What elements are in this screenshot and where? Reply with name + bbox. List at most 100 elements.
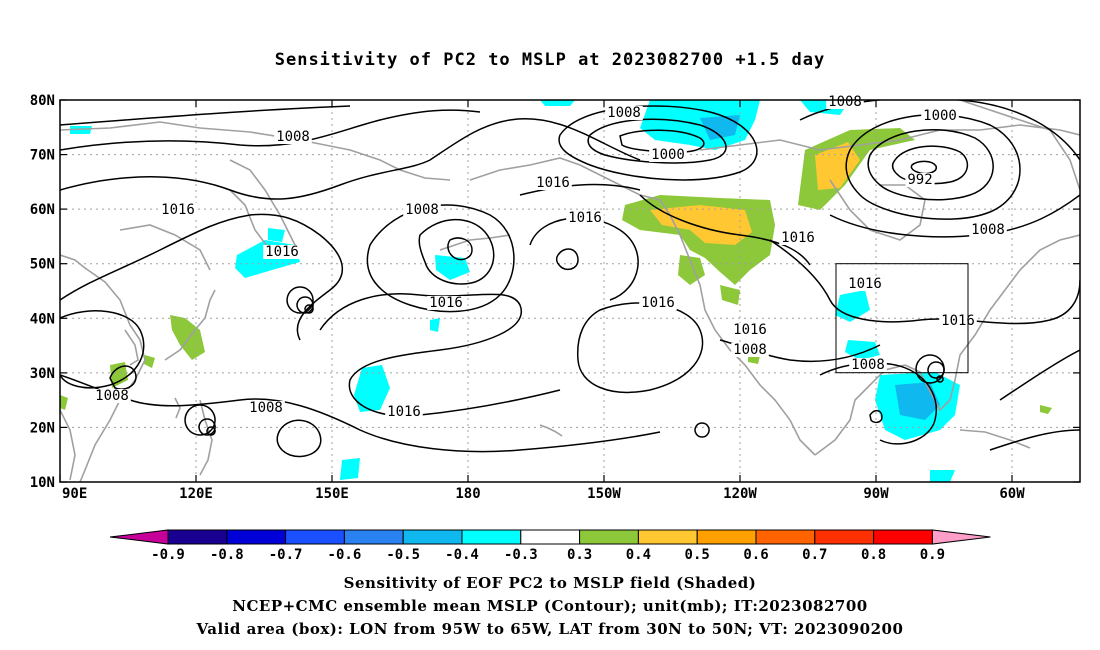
contour-1016-canada <box>519 183 641 196</box>
coast-hudson-bay <box>829 179 926 241</box>
longitude-axis: 90E 120E 150E 180 150W 120W 90W 60W <box>62 486 1025 502</box>
coast-hawaii <box>539 424 563 437</box>
contour-arctic-low-3 <box>619 129 705 153</box>
coast-us-east <box>954 234 1080 381</box>
colorbar-label: -0.6 <box>328 547 362 563</box>
contour-label-bg <box>427 296 465 310</box>
colorbar-swatch <box>402 529 463 545</box>
colorbar-label: 0.4 <box>626 547 651 563</box>
contour-label-bg <box>639 296 677 310</box>
contour-label: 1000 <box>651 147 685 163</box>
contour-label-bg <box>846 277 884 291</box>
colorbar-swatch <box>285 529 345 545</box>
lat-label: 80N <box>30 93 55 109</box>
coast-greenland <box>959 100 1080 191</box>
shade-aleutian-cyan <box>435 255 470 280</box>
contour-atl-2 <box>989 429 1080 451</box>
contour-scs-ring-2 <box>198 418 216 436</box>
colorbar-swatch <box>226 529 287 545</box>
colorbar-high-end <box>931 529 991 545</box>
coast-asia-east <box>60 254 146 482</box>
sensitivity-shading <box>60 100 1052 482</box>
shade-japan-green <box>170 315 205 360</box>
shade-pacific-cyan-2 <box>340 458 360 480</box>
lat-label: 10N <box>30 475 55 491</box>
lon-label: 150E <box>315 486 349 502</box>
contour-label: 1016 <box>568 210 602 226</box>
contour-label-bg <box>731 323 769 337</box>
contour-label-bg <box>263 245 301 259</box>
contour-label-bg <box>921 109 959 123</box>
contour-label: 1008 <box>971 222 1005 238</box>
contour-label-bg <box>939 314 977 328</box>
lon-label: 120W <box>723 486 757 502</box>
colorbar-label: -0.3 <box>504 547 538 563</box>
coast-taiwan <box>174 397 181 419</box>
contour-label: 992 <box>907 172 932 188</box>
coast-arctic-canada <box>699 124 1080 151</box>
colorbar-label: -0.7 <box>269 547 303 563</box>
contour-label-bg <box>969 223 1007 237</box>
colorbar-label: 0.8 <box>861 547 886 563</box>
lon-label: 90W <box>863 486 889 502</box>
contour-aleutian-low-3 <box>447 237 473 261</box>
shade-pacific-cyan <box>354 365 390 412</box>
contour-baffin-low-4 <box>910 160 937 175</box>
contour-1016-central <box>60 213 344 341</box>
contour-label-bg <box>779 231 817 245</box>
caption-contour: NCEP+CMC ensemble mean MSLP (Contour); u… <box>232 597 868 615</box>
contour-label: 1008 <box>828 94 862 110</box>
shade-arctic-blue <box>700 115 740 140</box>
contour-label: 1016 <box>429 295 463 311</box>
shade-atlantic-green <box>1040 405 1052 414</box>
lon-label: 90E <box>62 486 87 502</box>
contour-small-low-1 <box>555 248 579 271</box>
contour-label: 1016 <box>161 202 195 218</box>
contour-small-oval-gulf <box>869 409 883 424</box>
contour-label: 1016 <box>536 175 570 191</box>
contour-scs-ring-1 <box>184 404 216 436</box>
valid-area-box <box>835 263 969 374</box>
lon-label: 150W <box>587 486 621 502</box>
contour-label-bg <box>247 401 285 415</box>
colorbar-label: -0.9 <box>151 547 185 563</box>
shade-china-green <box>110 362 128 388</box>
contour-label: 1016 <box>641 295 675 311</box>
colorbar-label: -0.8 <box>210 547 244 563</box>
lon-label: 180 <box>455 486 480 502</box>
figure-title: Sensitivity of PC2 to MSLP at 2023082700… <box>274 50 826 70</box>
contour-aleutian-low-1 <box>418 218 495 285</box>
contour-label: 1008 <box>733 342 767 358</box>
contour-label-bg <box>649 148 687 162</box>
colorbar-swatch <box>637 529 698 545</box>
contour-label: 1016 <box>781 230 815 246</box>
shade-carib-cyan <box>930 470 955 482</box>
colorbar-label: 0.5 <box>685 547 710 563</box>
coast-alaska <box>469 157 746 366</box>
gridlines <box>60 100 1080 482</box>
caption-valid-area: Valid area (box): LON from 95W to 65W, L… <box>196 620 904 638</box>
colorbar-label: -0.4 <box>445 547 479 563</box>
colorbar-swatch <box>814 529 875 545</box>
contour-label-bg <box>93 389 131 403</box>
contour-label: 1016 <box>941 313 975 329</box>
shade-kamchatka-cyan-2 <box>268 228 285 242</box>
contour-label: 1008 <box>95 388 129 404</box>
lon-label: 120E <box>179 486 213 502</box>
colorbar: -0.9 -0.8 -0.7 -0.6 -0.5 -0.4 -0.3 0.3 0.4 0.5 0.6… <box>109 529 991 563</box>
contour-label-bg <box>159 203 197 217</box>
lat-label: 70N <box>30 148 55 164</box>
contour-wpac-low-oval <box>276 419 322 458</box>
contour-label-bg <box>605 106 643 120</box>
shade-box-cyan <box>835 290 870 322</box>
contour-hawaii-ring <box>694 422 710 438</box>
contour-wpac-ring-3 <box>304 304 314 314</box>
colorbar-swatch <box>461 529 522 545</box>
shade-india-green <box>60 395 68 410</box>
lat-label: 60N <box>30 202 55 218</box>
shade-gulf-blue <box>895 382 940 420</box>
lat-label: 50N <box>30 257 55 273</box>
coast-caribbean <box>959 429 1031 449</box>
coast-philippines <box>199 399 213 476</box>
lat-label: 20N <box>30 420 55 436</box>
